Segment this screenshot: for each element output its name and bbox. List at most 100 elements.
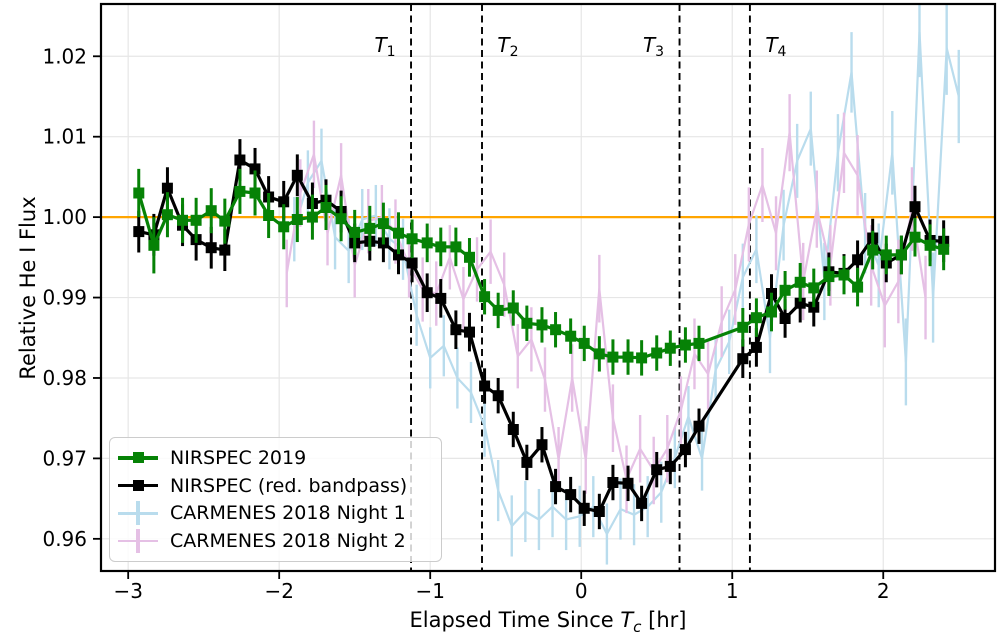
legend-label: NIRSPEC (red. bandpass) xyxy=(170,474,408,497)
data-point-marker xyxy=(607,351,619,363)
data-point-marker xyxy=(651,464,663,476)
data-point-marker xyxy=(479,291,491,303)
tick-labels: −3 −2 −1 0 1 2 0.96 0.97 0.98 0.99 1.00 1.01 1.02 xyxy=(42,44,889,603)
ticks xyxy=(93,55,885,579)
y-tick-label: 1.02 xyxy=(42,44,87,68)
data-point-marker xyxy=(364,222,376,234)
data-point-marker xyxy=(278,196,290,208)
x-axis-label: Elapsed Time Since Tc [hr] xyxy=(348,608,748,636)
data-point-marker xyxy=(306,211,318,223)
data-point-marker xyxy=(521,317,533,329)
x-axis-label-suffix: [hr] xyxy=(641,608,687,632)
data-point-marker xyxy=(205,242,217,254)
data-point-marker xyxy=(737,321,749,333)
data-point-marker xyxy=(190,214,202,226)
data-point-marker xyxy=(161,209,173,221)
data-point-marker xyxy=(393,249,404,261)
data-point-marker xyxy=(435,292,447,304)
data-point-marker xyxy=(664,342,676,354)
data-point-marker xyxy=(779,284,791,296)
data-point-marker xyxy=(766,306,777,318)
y-tick-label: 0.97 xyxy=(42,446,87,470)
data-point-marker xyxy=(750,312,762,324)
data-point-marker xyxy=(291,214,303,225)
data-point-marker xyxy=(450,241,462,253)
data-point-marker xyxy=(464,251,475,263)
data-point-marker xyxy=(278,221,290,233)
data-point-marker xyxy=(507,424,519,435)
data-point-marker xyxy=(492,390,504,402)
data-point-marker xyxy=(335,213,347,225)
legend-label: CARMENES 2018 Night 2 xyxy=(170,530,406,553)
data-point-marker xyxy=(636,352,648,364)
data-point-marker xyxy=(550,324,562,336)
data-point-marker xyxy=(536,439,548,451)
legend-item-nirspec-2019: NIRSPEC 2019 xyxy=(118,444,431,472)
data-point-marker xyxy=(234,185,246,197)
x-tick-label: 0 xyxy=(575,579,588,603)
data-point-marker xyxy=(794,297,806,309)
data-point-marker xyxy=(838,269,850,281)
x-axis-label-symbol: T xyxy=(620,608,634,632)
data-point-marker xyxy=(779,313,791,324)
data-point-marker xyxy=(464,326,475,338)
y-tick-label: 1.01 xyxy=(42,125,87,149)
legend-marker-nirspec-2019-icon xyxy=(118,445,158,471)
data-point-marker xyxy=(421,237,433,249)
legend-item-carmenes-2018-night-1: CARMENES 2018 Night 1 xyxy=(118,500,431,528)
legend-label: CARMENES 2018 Night 1 xyxy=(170,502,406,525)
data-point-marker xyxy=(794,276,806,288)
data-point-marker xyxy=(393,227,404,239)
series-line xyxy=(285,131,927,481)
legend-item-carmenes-2018-night-2: CARMENES 2018 Night 2 xyxy=(118,527,431,555)
data-point-marker xyxy=(349,226,361,238)
y-tick-label: 0.99 xyxy=(42,286,87,310)
y-axis-label: Relative He I Flux xyxy=(16,196,40,380)
data-point-marker xyxy=(249,187,261,199)
data-point-marker xyxy=(148,239,160,251)
data-point-marker xyxy=(679,339,691,351)
data-point-marker xyxy=(249,163,261,175)
data-point-marker xyxy=(565,330,577,342)
legend-item-nirspec-red-bandpass: NIRSPEC (red. bandpass) xyxy=(118,472,431,500)
markers-nirspec-2019 xyxy=(133,185,950,364)
legend-marker-nirspec-red-bandpass-icon xyxy=(118,473,158,499)
data-point-marker xyxy=(924,239,936,251)
data-point-marker xyxy=(693,420,705,432)
data-point-marker xyxy=(852,281,864,293)
data-point-marker xyxy=(880,249,892,261)
legend-marker-carmenes-2018-night-1-icon xyxy=(118,500,158,526)
data-point-marker xyxy=(421,287,433,299)
data-point-marker xyxy=(205,205,217,217)
contact-label-t3: T3 xyxy=(643,33,664,60)
legend-marker-carmenes-2018-night-2-icon xyxy=(118,528,158,554)
data-point-marker xyxy=(263,210,275,221)
data-point-marker xyxy=(750,341,762,353)
data-point-marker xyxy=(161,182,173,194)
data-point-marker xyxy=(808,282,820,294)
x-axis-label-subscript: c xyxy=(633,618,642,637)
data-point-marker xyxy=(693,337,705,349)
legend: NIRSPEC 2019 NIRSPEC (red. bandpass) CARME… xyxy=(109,437,442,562)
x-tick-label: −3 xyxy=(113,579,142,603)
data-point-marker xyxy=(133,226,145,238)
data-point-marker xyxy=(664,460,676,472)
data-point-marker xyxy=(507,302,519,314)
data-point-marker xyxy=(406,233,418,245)
contact-label-t2: T2 xyxy=(497,33,518,60)
data-point-marker xyxy=(867,244,879,256)
data-point-marker xyxy=(479,380,491,392)
data-point-marker xyxy=(593,348,605,360)
data-point-marker xyxy=(895,249,907,261)
data-point-marker xyxy=(377,218,389,230)
legend-label: NIRSPEC 2019 xyxy=(170,446,307,469)
data-point-marker xyxy=(521,456,533,468)
data-point-marker xyxy=(679,444,691,456)
data-point-marker xyxy=(651,347,663,359)
data-point-marker xyxy=(435,241,447,253)
x-tick-label: 1 xyxy=(726,579,739,603)
data-point-marker xyxy=(234,154,246,166)
data-point-marker xyxy=(177,214,188,226)
